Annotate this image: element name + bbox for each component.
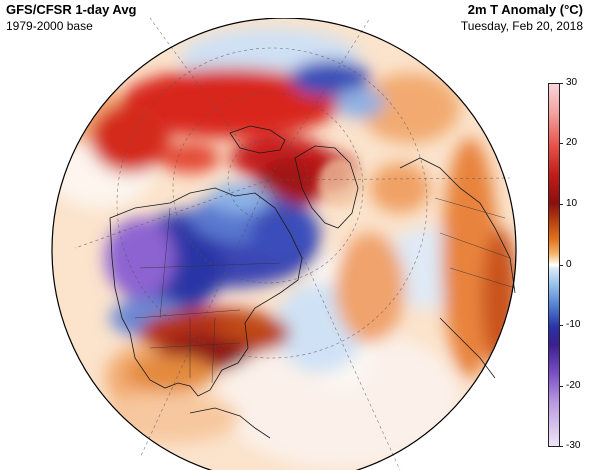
colorbar-label: -20 — [566, 380, 581, 391]
colorbar-label: -30 — [566, 440, 581, 451]
colorbar-tick — [559, 143, 563, 144]
globe-svg — [51, 18, 517, 470]
variable-title: 2m T Anomaly (°C) — [467, 2, 583, 17]
colorbar-label: 30 — [566, 77, 578, 88]
colorbar-label: 10 — [566, 198, 578, 209]
colorbar-tick — [559, 204, 563, 205]
anomaly-map — [40, 18, 528, 470]
date-label: Tuesday, Feb 20, 2018 — [460, 19, 583, 33]
borders — [134, 197, 516, 384]
colorbar-tick — [559, 83, 563, 84]
model-title: GFS/CFSR 1-day Avg — [6, 2, 137, 17]
colorbar-tick — [559, 325, 563, 326]
coastlines — [109, 125, 516, 439]
globe-outline — [51, 18, 517, 470]
colorbar-label: 20 — [566, 137, 578, 148]
colorbar-tick — [559, 265, 563, 266]
base-period: 1979-2000 base — [6, 19, 93, 33]
globe-field — [52, 18, 516, 470]
greenland-field — [318, 158, 362, 208]
colorbar-label: -10 — [566, 319, 581, 330]
graticule — [74, 18, 511, 470]
colorbar-label: 0 — [566, 259, 572, 270]
colorbar-tick — [559, 446, 563, 447]
colorbar-tick — [559, 386, 563, 387]
